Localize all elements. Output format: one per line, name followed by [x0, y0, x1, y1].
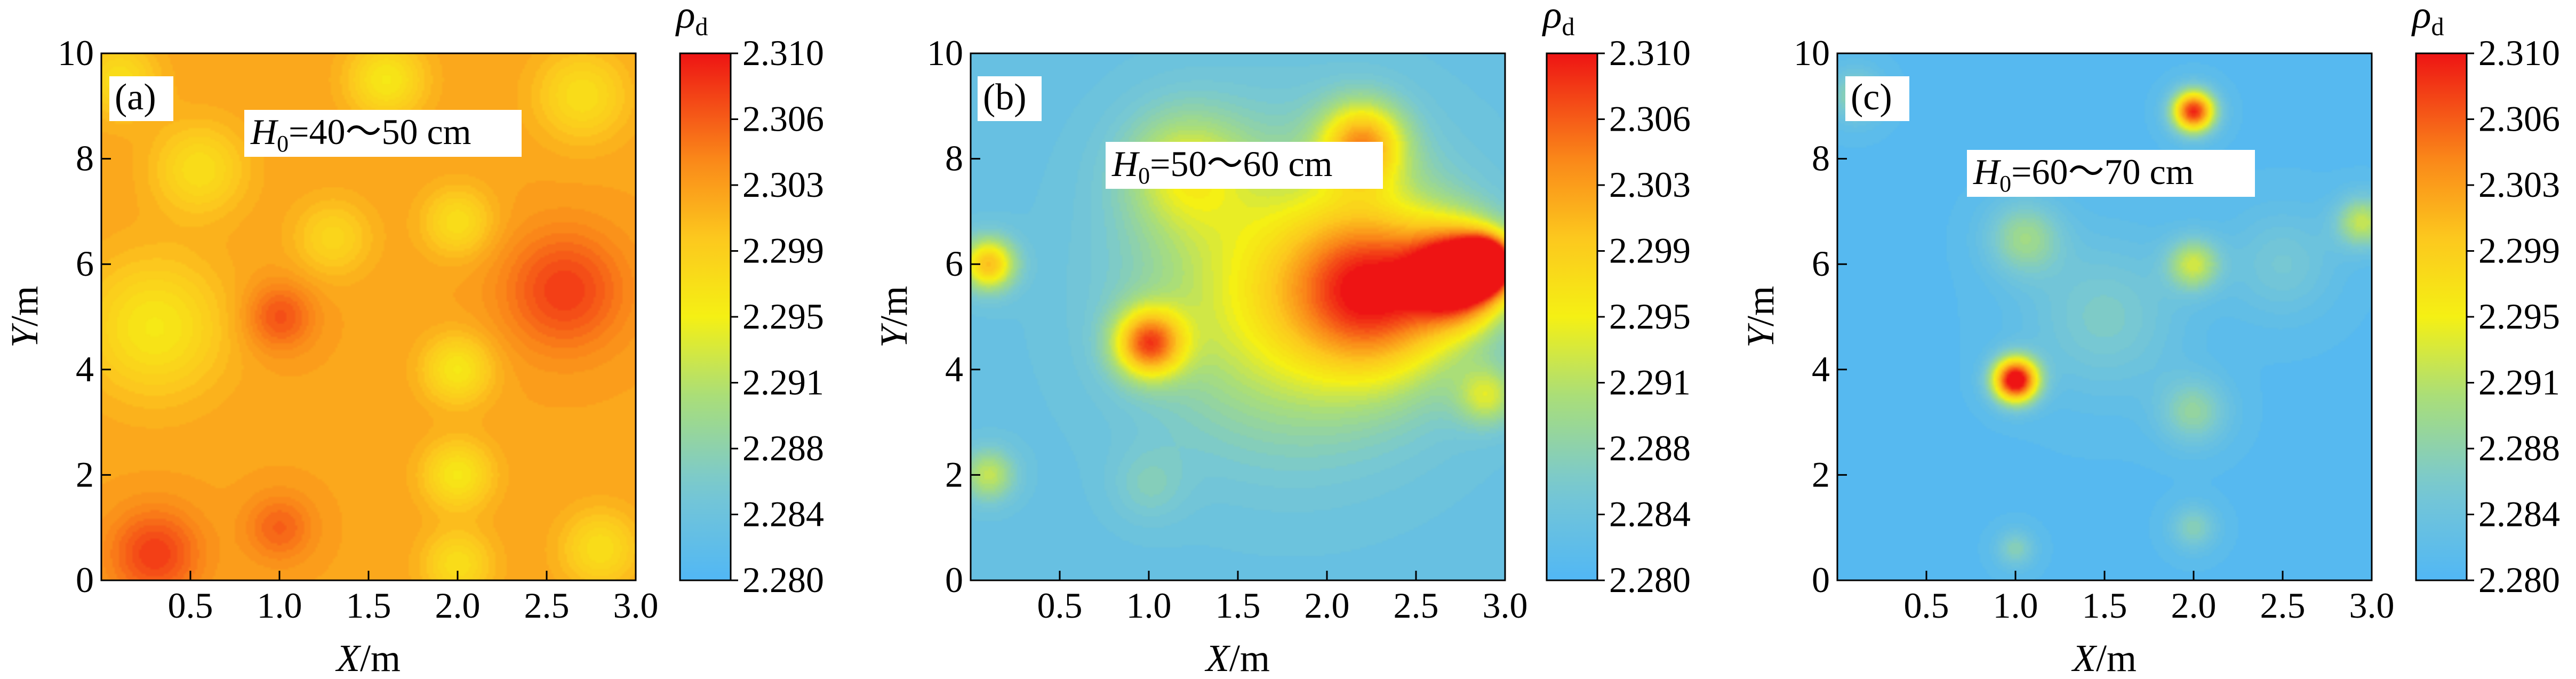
heatmap-field [1837, 53, 2372, 580]
y-tick-label: 2 [76, 454, 94, 494]
y-tick-label: 4 [1812, 349, 1830, 389]
x-tick-label: 0.5 [168, 585, 213, 626]
colorbar-symbol: ρd [2411, 0, 2444, 41]
colorbar-tick-label: 2.284 [742, 494, 824, 534]
x-tick-label: 2.5 [524, 585, 570, 626]
y-tick-label: 10 [1794, 33, 1830, 73]
annotation-box [1967, 150, 2255, 197]
colorbar-tick-label: 2.299 [2478, 230, 2560, 271]
panel-tag-box [1845, 76, 1909, 121]
y-tick-label: 0 [1812, 560, 1830, 600]
y-axis-title: Y/m [3, 286, 46, 348]
x-tick-label: 3.0 [613, 585, 659, 626]
colorbar-tick-label: 2.306 [742, 99, 824, 139]
height-range-annotation: H0=60～70 cm [1973, 151, 2194, 197]
colorbar-tick-label: 2.303 [742, 164, 824, 205]
y-axis-title: Y/m [1739, 286, 1782, 348]
colorbar-symbol: ρd [1542, 0, 1575, 41]
y-tick-label: 2 [945, 454, 963, 494]
x-tick-label: 1.5 [2082, 585, 2127, 626]
x-tick-label: 1.0 [257, 585, 302, 626]
x-tick-label: 1.0 [1126, 585, 1172, 626]
panel-tag-box [109, 76, 173, 121]
colorbar [2415, 52, 2468, 581]
colorbar-tick-label: 2.280 [2478, 560, 2560, 600]
x-tick-label: 1.5 [346, 585, 391, 626]
panel-c: 0.5 1.0 1.5 2.0 2.5 3.0 0 2 4 6 8 10 X/m Y/m (c) H0=60～… [1739, 0, 2560, 679]
colorbar-tick-label: 2.295 [742, 296, 824, 337]
colorbar-tick-label: 2.306 [1609, 99, 1691, 139]
y-tick-label: 4 [76, 349, 94, 389]
annotation-box [244, 110, 522, 157]
x-tick-label: 1.0 [1993, 585, 2038, 626]
x-axis-title: X/m [335, 637, 401, 679]
colorbar-tick-label: 2.291 [1609, 362, 1691, 403]
y-tick-label: 6 [945, 243, 963, 284]
colorbar-tick-label: 2.310 [2478, 33, 2560, 73]
colorbar [679, 52, 732, 581]
y-tick-label: 8 [1812, 138, 1830, 179]
colorbar-tick-label: 2.288 [1609, 428, 1691, 468]
y-tick-label: 6 [76, 243, 94, 284]
colorbar-tick-label: 2.299 [1609, 230, 1691, 271]
colorbar [1546, 52, 1598, 581]
y-tick-label: 4 [945, 349, 963, 389]
y-tick-label: 0 [76, 560, 94, 600]
x-tick-label: 0.5 [1037, 585, 1083, 626]
colorbar-tick-label: 2.310 [1609, 33, 1691, 73]
panel-b: 0.5 1.0 1.5 2.0 2.5 3.0 0 2 4 6 8 10 X/m Y/m (b) H0=50～… [873, 0, 1691, 679]
colorbar-tick-label: 2.284 [1609, 494, 1691, 534]
panel-tag-box [978, 76, 1042, 121]
y-axis-title: Y/m [873, 286, 915, 348]
y-tick-label: 10 [58, 33, 94, 73]
colorbar-tick-label: 2.288 [742, 428, 824, 468]
x-tick-label: 1.5 [1215, 585, 1261, 626]
colorbar-tick-label: 2.280 [742, 560, 824, 600]
colorbar-tick-label: 2.291 [742, 362, 824, 403]
panel-tag: (c) [1851, 77, 1892, 118]
y-tick-label: 2 [1812, 454, 1830, 494]
heatmap-field [971, 53, 1505, 580]
x-axis-title: X/m [2071, 637, 2137, 679]
colorbar-tick-label: 2.303 [2478, 164, 2560, 205]
annotation-box [1106, 142, 1383, 189]
panel-tag: (b) [983, 77, 1027, 118]
colorbar-tick-label: 2.299 [742, 230, 824, 271]
colorbar-symbol: ρd [675, 0, 708, 41]
colorbar-tick-label: 2.288 [2478, 428, 2560, 468]
colorbar-tick-label: 2.280 [1609, 560, 1691, 600]
x-tick-label: 2.5 [2260, 585, 2306, 626]
x-axis-title: X/m [1204, 637, 1270, 679]
x-tick-label: 2.0 [2171, 585, 2217, 626]
height-range-annotation: H0=50～60 cm [1111, 143, 1333, 189]
x-tick-label: 3.0 [2349, 585, 2395, 626]
y-tick-label: 8 [945, 138, 963, 179]
colorbar-tick-label: 2.306 [2478, 99, 2560, 139]
height-range-annotation: H0=40～50 cm [250, 111, 471, 157]
y-tick-label: 8 [76, 138, 94, 179]
colorbar-tick-label: 2.295 [2478, 296, 2560, 337]
x-tick-label: 2.5 [1394, 585, 1439, 626]
x-tick-label: 3.0 [1483, 585, 1528, 626]
colorbar-tick-label: 2.303 [1609, 164, 1691, 205]
colorbar-tick-label: 2.291 [2478, 362, 2560, 403]
x-tick-label: 2.0 [1305, 585, 1350, 626]
colorbar-tick-label: 2.310 [742, 33, 824, 73]
colorbar-tick-label: 2.295 [1609, 296, 1691, 337]
x-tick-label: 2.0 [435, 585, 481, 626]
y-tick-label: 10 [927, 33, 963, 73]
panel-tag: (a) [115, 77, 156, 118]
y-tick-label: 6 [1812, 243, 1830, 284]
colorbar-tick-label: 2.284 [2478, 494, 2560, 534]
y-tick-label: 0 [945, 560, 963, 600]
x-tick-label: 0.5 [1904, 585, 1949, 626]
panel-a: 0.5 1.0 1.5 2.0 2.5 3.0 0 2 4 6 8 10 X/m Y/m (a) H0=40～… [3, 0, 824, 679]
